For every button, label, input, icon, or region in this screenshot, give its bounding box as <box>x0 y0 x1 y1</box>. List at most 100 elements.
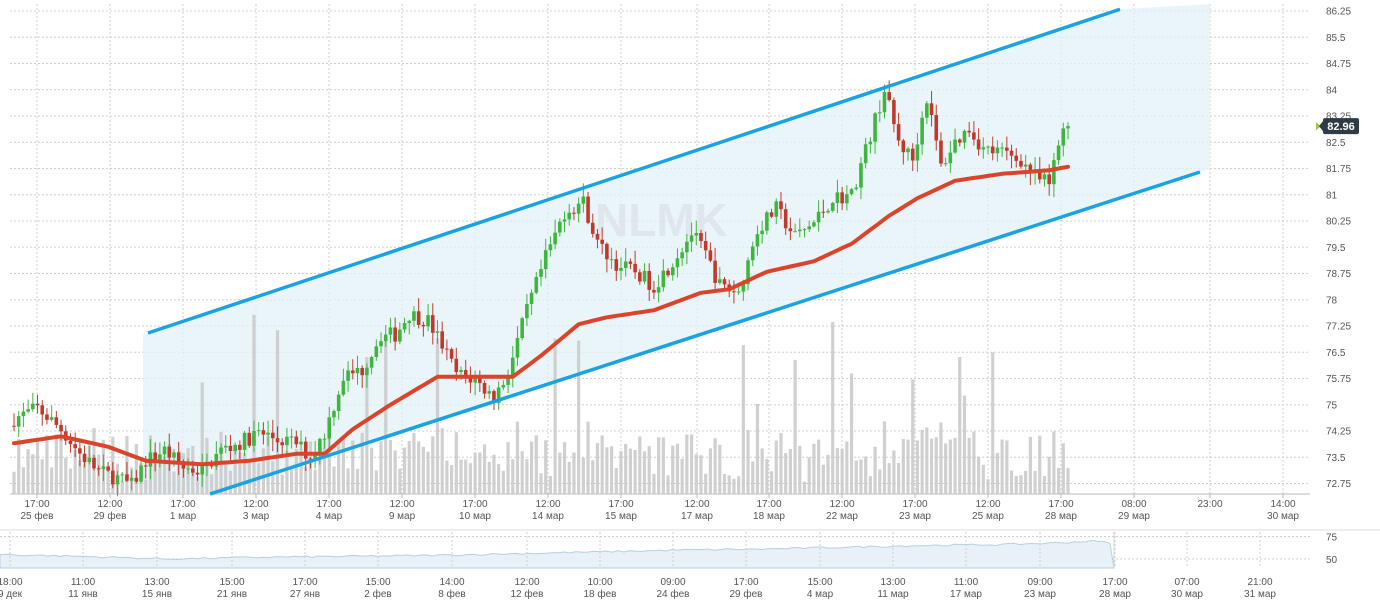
candle-body <box>581 196 586 204</box>
candle-body <box>426 315 430 327</box>
candle-body <box>327 417 332 439</box>
candle-body <box>600 239 604 244</box>
candle-body <box>186 468 190 470</box>
volume-bar <box>784 453 788 494</box>
candle-body <box>355 367 360 374</box>
candle-body <box>736 291 741 293</box>
candle-body <box>962 130 967 143</box>
nav-tick-time: 15:00 <box>807 577 832 588</box>
candle-body <box>496 387 501 404</box>
volume-bar <box>478 452 482 494</box>
candle-body <box>746 260 750 285</box>
volume-bar <box>976 456 981 494</box>
price-tick-label: 78 <box>1326 295 1338 306</box>
candle-body <box>525 303 529 319</box>
candle-body <box>482 383 487 394</box>
volume-bar <box>1066 468 1070 494</box>
candle-body <box>807 226 812 230</box>
candle-body <box>181 462 186 469</box>
volume-bar <box>435 338 440 494</box>
time-tick-time: 12:00 <box>535 499 560 510</box>
volume-bar <box>322 438 327 494</box>
candle-body <box>256 430 261 432</box>
candle-body <box>440 331 444 349</box>
volume-bar <box>464 459 468 494</box>
volume-bar <box>1047 456 1051 494</box>
nav-tick-date: 12 фев <box>510 588 543 600</box>
candle-body <box>346 370 350 381</box>
time-tick-date: 28 мар <box>1045 511 1077 522</box>
candle-body <box>586 196 590 223</box>
volume-bar <box>614 468 618 494</box>
volume-bar <box>285 450 289 494</box>
candle-body <box>572 212 576 214</box>
volume-bar <box>713 438 717 494</box>
candle-body <box>242 432 247 450</box>
volume-bar <box>31 454 35 494</box>
candle-body <box>134 477 139 482</box>
time-tick-date: 1 мар <box>170 511 197 522</box>
volume-bar <box>1033 471 1037 494</box>
candle-body <box>830 202 835 211</box>
candle-body <box>1005 147 1009 151</box>
watermark: NLMK <box>595 194 728 246</box>
volume-bar <box>835 447 840 494</box>
candle-body <box>445 348 449 350</box>
candle-body <box>656 287 661 293</box>
price-badge-box <box>1323 118 1359 135</box>
volume-bar <box>1028 436 1032 494</box>
time-tick-date: 29 мар <box>1118 511 1150 522</box>
candle-body <box>214 453 219 467</box>
candle-body <box>623 261 628 268</box>
candle-body <box>826 210 830 213</box>
volume-bar <box>948 439 952 494</box>
volume-bar <box>939 422 943 494</box>
candle-body <box>1000 147 1004 149</box>
volume-bar <box>520 451 524 494</box>
current-price-badge: 82.96 <box>1316 118 1359 135</box>
time-tick-date: 9 мар <box>389 511 416 522</box>
volume-bar <box>393 450 397 494</box>
volume-bar <box>661 437 665 494</box>
time-tick-date: 25 фев <box>20 510 53 522</box>
time-tick-time: 17:00 <box>462 499 487 510</box>
candle-body <box>261 430 266 435</box>
candle-body <box>120 474 125 476</box>
candle-body <box>670 267 675 276</box>
volume-bar <box>449 464 454 494</box>
nav-tick-time: 18:00 <box>0 577 23 588</box>
volume-bar <box>374 470 378 494</box>
volume-bar <box>233 449 237 494</box>
candle-body <box>430 315 435 333</box>
candle-body <box>374 346 379 358</box>
candle-body <box>567 212 572 220</box>
candle-body <box>713 260 717 283</box>
navigator[interactable]: 75 50 <box>0 529 1380 569</box>
volume-bar <box>544 440 548 494</box>
volume-bar <box>365 357 369 494</box>
volume-bar <box>337 439 341 494</box>
volume-bar <box>1019 475 1023 494</box>
volume-bar <box>840 448 844 494</box>
volume-bar <box>210 474 214 494</box>
price-tick-label: 80.25 <box>1326 217 1351 228</box>
volume-bar <box>261 448 265 494</box>
volume-bar <box>351 440 355 494</box>
candle-body <box>915 144 920 161</box>
channel-lower-line[interactable] <box>209 170 1201 496</box>
candle-body <box>835 192 840 203</box>
time-tick-time: 12:00 <box>829 499 854 510</box>
candle-body <box>313 453 317 459</box>
candle-body <box>73 444 77 449</box>
volume-bar <box>144 479 148 494</box>
volume-bar <box>920 429 924 494</box>
volume-bar <box>482 444 487 494</box>
channel-upper-line[interactable] <box>147 7 1121 335</box>
volume-bar <box>849 373 854 494</box>
candle-body <box>35 403 40 406</box>
volume-bar <box>765 458 769 494</box>
volume-bar <box>718 444 722 494</box>
candle-body <box>553 232 557 245</box>
candle-body <box>859 163 863 188</box>
